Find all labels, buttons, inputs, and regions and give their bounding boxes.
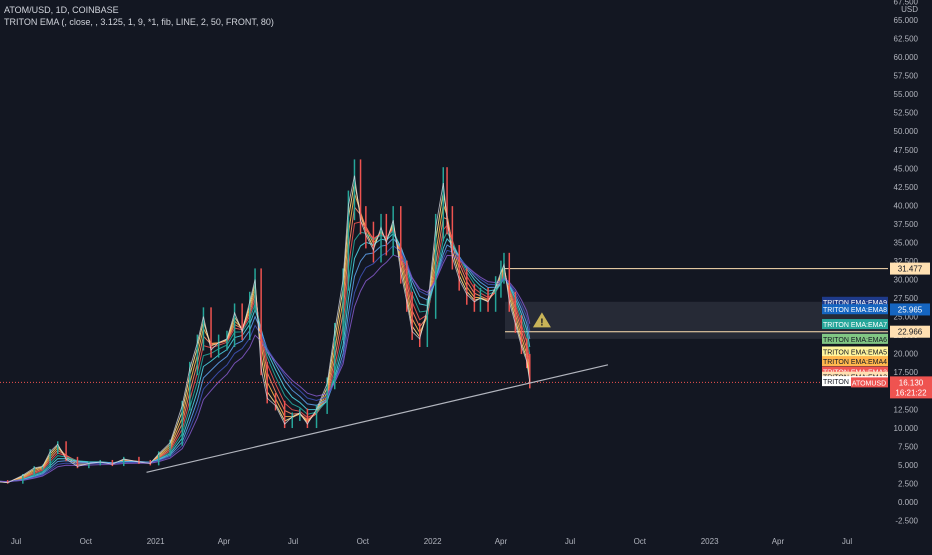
y-tick-label: 12.500 — [894, 405, 919, 414]
ema-label-badge — [822, 356, 888, 367]
y-tick-label: 35.000 — [894, 238, 919, 247]
x-tick-label: Apr — [218, 537, 231, 546]
y-tick-label: 0.000 — [898, 498, 919, 507]
ema-label-badge — [822, 333, 888, 344]
y-tick-label: 27.500 — [894, 294, 919, 303]
y-tick-label: 7.500 — [898, 442, 919, 451]
countdown-text: 16:21:22 — [895, 388, 927, 397]
y-tick-label: 37.500 — [894, 220, 919, 229]
symbol-title[interactable]: ATOM/USD, 1D, COINBASE — [4, 5, 119, 15]
y-tick-label: 30.000 — [894, 276, 919, 285]
x-tick-label: 2021 — [147, 537, 165, 546]
ema-label-text: TRITON EMA:EMA4 — [823, 359, 887, 366]
y-tick-label: 62.500 — [894, 35, 919, 44]
ema-label-text: TRITON EMA:EMA5 — [823, 349, 887, 356]
y-tick-label: -2.500 — [895, 517, 918, 526]
x-tick-label: Jul — [11, 537, 21, 546]
current-price-badge — [890, 376, 932, 399]
ema-label-text: TRITON EMA:EMA9 — [823, 300, 887, 307]
x-tick-label: Apr — [772, 537, 785, 546]
symbol-badge — [851, 377, 888, 388]
ema-label-text: TRITON EMA:EMA6 — [823, 337, 887, 344]
ema-label-badge — [822, 366, 888, 377]
y-tick-label: 10.000 — [894, 424, 919, 433]
warning-icon-mark: ! — [540, 317, 543, 328]
chart-header: ATOM/USD, 1D, COINBASE TRITON EMA (, clo… — [4, 4, 274, 28]
y-tick-label: 40.000 — [894, 201, 919, 210]
x-tick-label: 2023 — [701, 537, 719, 546]
ema-label-badge — [822, 304, 888, 315]
x-tick-label: Jul — [565, 537, 575, 546]
level-price-text: 22.966 — [898, 328, 923, 337]
ema-label-badge — [822, 296, 888, 307]
level-price-badge — [890, 262, 930, 275]
price-series-line[interactable] — [0, 175, 531, 484]
trend-line[interactable] — [146, 364, 609, 473]
x-tick-label: Jul — [842, 537, 852, 546]
y-tick-label: 55.000 — [894, 90, 919, 99]
y-tick-label: 47.500 — [894, 146, 919, 155]
y-tick-label: 17.500 — [894, 368, 919, 377]
x-tick-label: Oct — [357, 537, 370, 546]
ema-label-badge — [822, 346, 888, 357]
y-tick-label: 20.000 — [894, 350, 919, 359]
current-price-text: 16.130 — [899, 378, 924, 387]
y-tick-label: 60.000 — [894, 53, 919, 62]
ema-line — [0, 254, 531, 483]
y-tick-label: 52.500 — [894, 109, 919, 118]
ema-line — [0, 245, 531, 483]
level-price-text: 31.477 — [898, 265, 923, 274]
ema-label-badge — [822, 319, 888, 330]
x-tick-label: Apr — [495, 537, 508, 546]
ema-label-text: TRITON EMA:EMA8 — [823, 307, 887, 314]
symbol-badge-text: ATOMUSD — [852, 380, 886, 387]
y-tick-label: 50.000 — [894, 127, 919, 136]
x-tick-label: Jul — [288, 537, 298, 546]
y-tick-label: 25.000 — [894, 313, 919, 322]
y-tick-label: 32.500 — [894, 257, 919, 266]
y-tick-label: 67.500 — [894, 0, 919, 6]
level-price-badge — [890, 325, 930, 338]
y-tick-label: 42.500 — [894, 183, 919, 192]
y-tick-label: 57.500 — [894, 72, 919, 81]
warning-icon[interactable] — [532, 312, 551, 328]
ema-label-text: TRITON EMA:EMA7 — [823, 322, 887, 329]
indicator-title[interactable]: TRITON EMA (, close, , 3.125, 1, 9, *1, … — [4, 17, 274, 27]
y-tick-label: 45.000 — [894, 164, 919, 173]
x-tick-label: Oct — [80, 537, 93, 546]
x-tick-label: 2022 — [424, 537, 442, 546]
level-price-text: 25.965 — [898, 305, 923, 314]
currency-label: USD — [901, 5, 918, 14]
y-tick-label: 5.000 — [898, 461, 919, 470]
y-tick-label: 65.000 — [894, 16, 919, 25]
level-price-badge — [890, 303, 930, 316]
y-tick-label: 2.500 — [898, 479, 919, 488]
x-tick-label: Oct — [634, 537, 647, 546]
